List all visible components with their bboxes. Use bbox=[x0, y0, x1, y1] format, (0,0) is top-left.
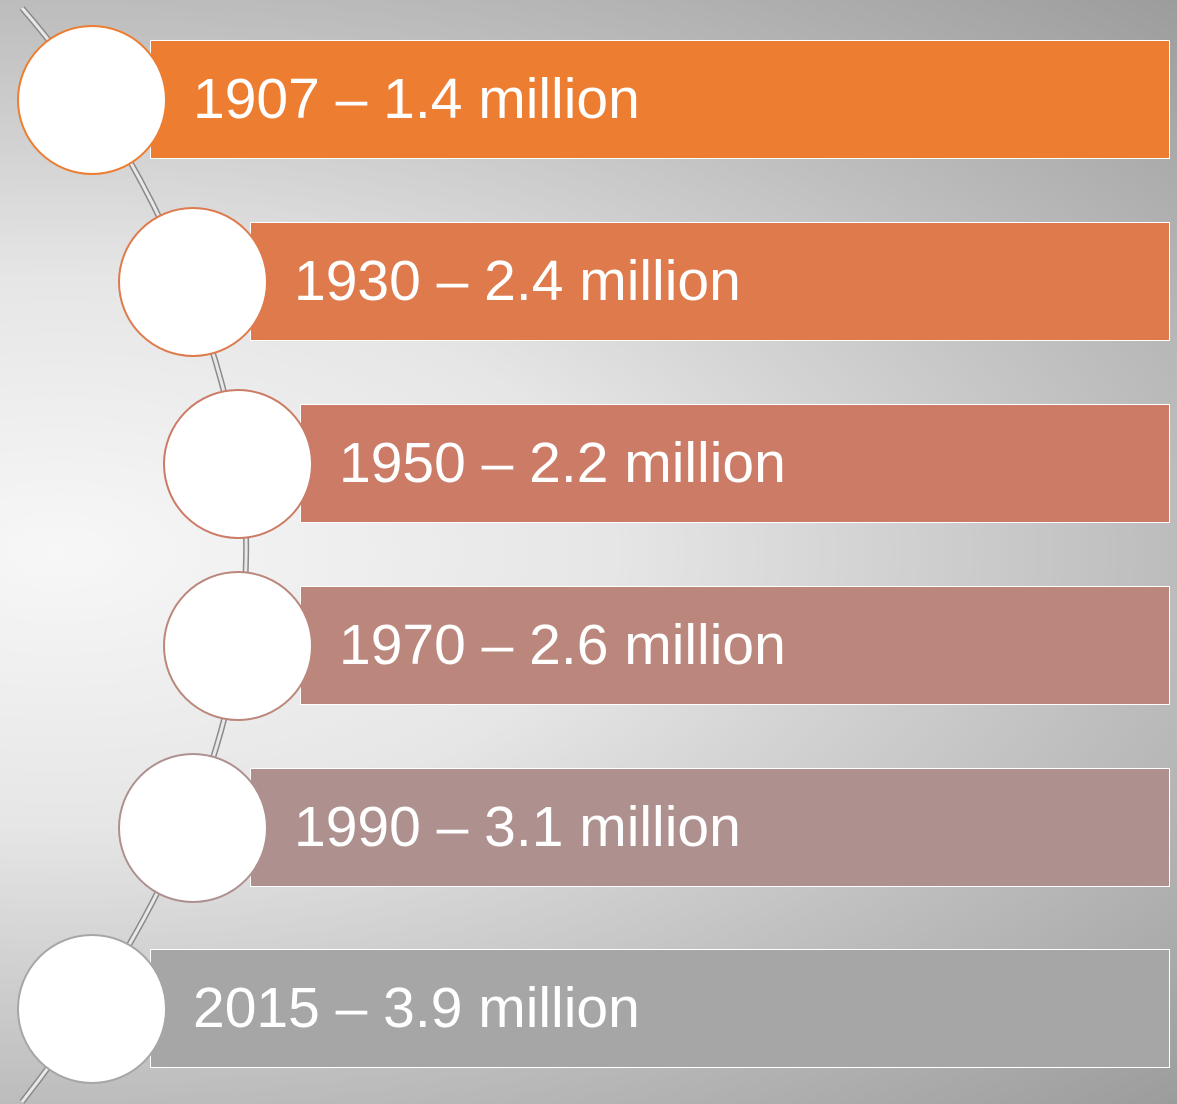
timeline-label: 1930 – 2.4 million bbox=[294, 249, 741, 313]
timeline-node bbox=[17, 25, 167, 175]
timeline-node bbox=[163, 389, 313, 539]
timeline-label: 1907 – 1.4 million bbox=[193, 67, 640, 131]
timeline-bar: 1990 – 3.1 million bbox=[250, 768, 1170, 887]
timeline-bar: 1970 – 2.6 million bbox=[300, 586, 1170, 705]
connector-line-inner bbox=[20, 7, 248, 1103]
timeline-bar: 1907 – 1.4 million bbox=[150, 40, 1170, 159]
timeline-bar: 2015 – 3.9 million bbox=[150, 949, 1170, 1068]
timeline-label: 1950 – 2.2 million bbox=[339, 431, 786, 495]
timeline-label: 1990 – 3.1 million bbox=[294, 795, 741, 859]
timeline-bar: 1950 – 2.2 million bbox=[300, 404, 1170, 523]
timeline-node bbox=[118, 753, 268, 903]
timeline-label: 1970 – 2.6 million bbox=[339, 613, 786, 677]
timeline-bar: 1930 – 2.4 million bbox=[250, 222, 1170, 341]
timeline-label: 2015 – 3.9 million bbox=[193, 976, 640, 1040]
timeline-node bbox=[163, 571, 313, 721]
timeline-node bbox=[118, 207, 268, 357]
timeline-node bbox=[17, 934, 167, 1084]
